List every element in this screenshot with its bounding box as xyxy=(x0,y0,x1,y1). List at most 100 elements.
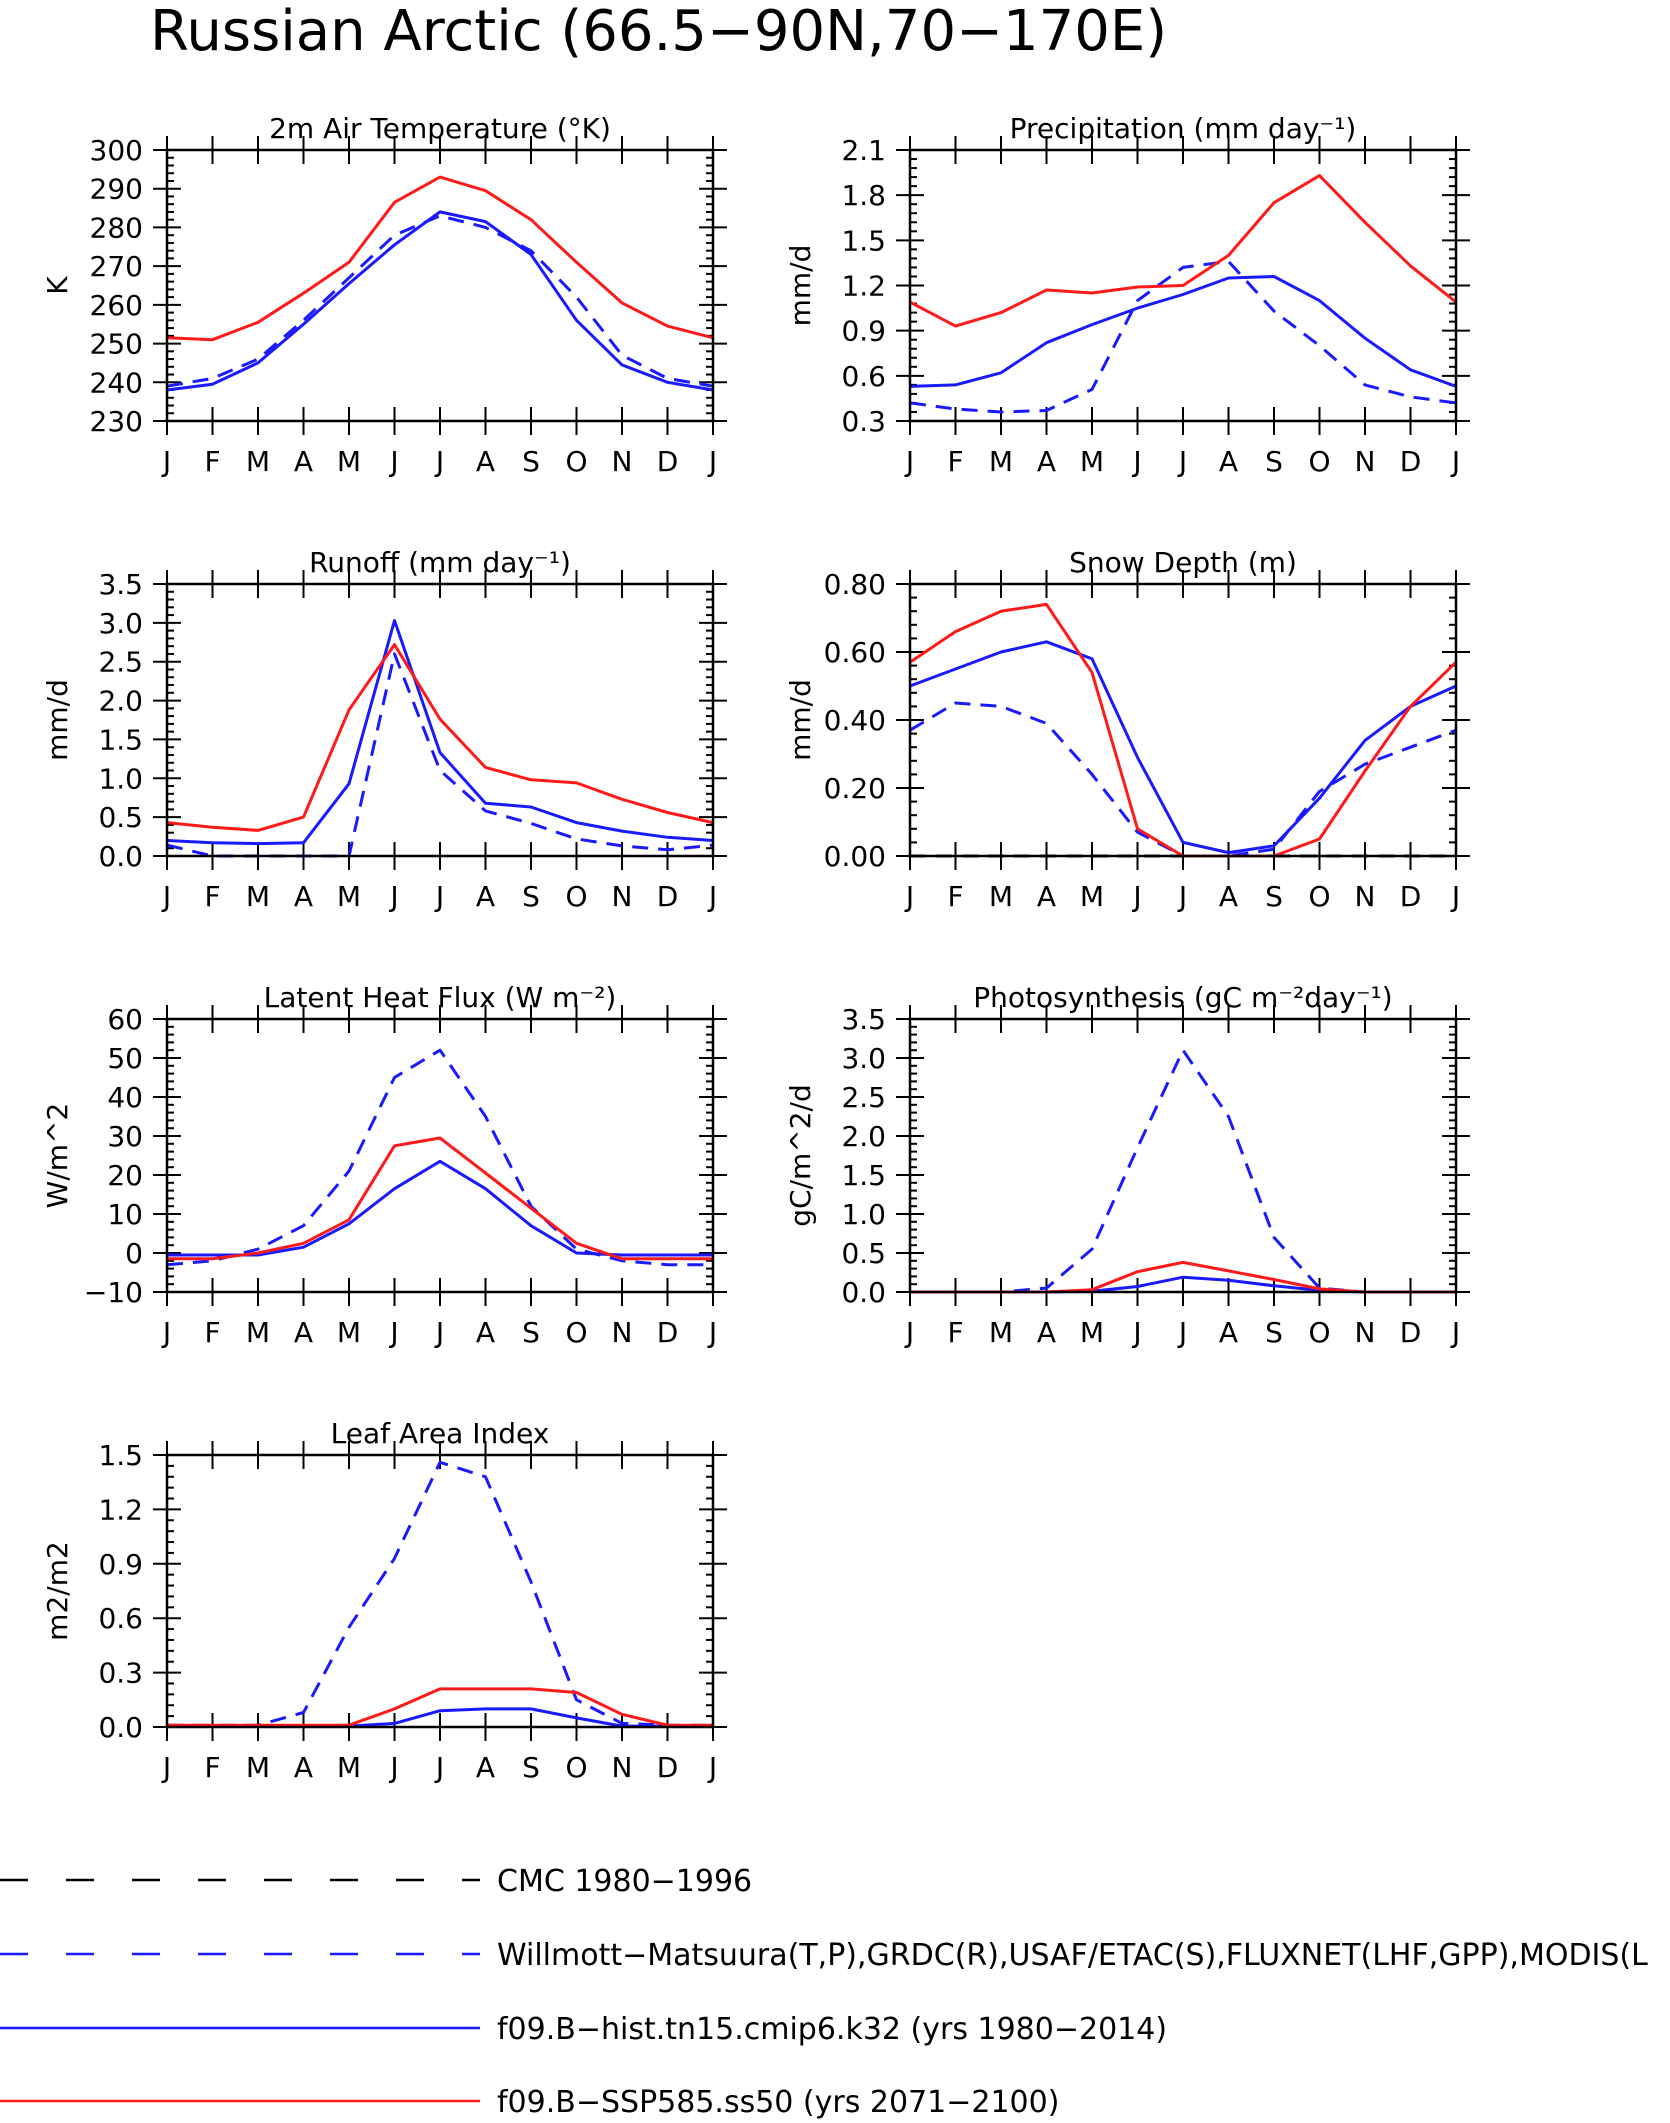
plot-frame xyxy=(165,1453,715,1729)
x-tick-label: O xyxy=(565,1316,587,1349)
x-tick-label: D xyxy=(657,445,679,478)
chart-panel-6: Photosynthesis (gC m⁻²day⁻¹)gC/m^2/d0.00… xyxy=(784,981,1470,1349)
y-tick-label: 0.5 xyxy=(98,801,143,834)
x-tick-label: M xyxy=(246,445,270,478)
x-tick-label: D xyxy=(1400,1316,1422,1349)
y-tick-label: 270 xyxy=(90,250,143,283)
x-tick-label: A xyxy=(1219,445,1238,478)
x-tick-label: M xyxy=(1080,1316,1104,1349)
x-tick-label: F xyxy=(204,880,220,913)
y-tick-label: 3.5 xyxy=(98,568,143,601)
plot-frame xyxy=(908,1017,1458,1294)
x-tick-label: J xyxy=(1450,1316,1460,1349)
panels-group: 2m Air Temperature (°K)K2302402502602702… xyxy=(41,112,1470,1784)
x-tick-label: N xyxy=(612,445,633,478)
chart-panel-1: 2m Air Temperature (°K)K2302402502602702… xyxy=(41,112,727,478)
x-tick-label: M xyxy=(337,1751,361,1784)
x-tick-label: S xyxy=(1265,1316,1283,1349)
x-tick-label: J xyxy=(434,1751,444,1784)
y-tick-label: 300 xyxy=(90,134,143,167)
y-tick-label: 0.20 xyxy=(824,772,886,805)
x-tick-label: J xyxy=(707,880,717,913)
y-tick-label: 0.00 xyxy=(824,840,886,873)
y-tick-label: 0.0 xyxy=(98,1711,143,1744)
x-tick-label: M xyxy=(989,445,1013,478)
x-tick-label: J xyxy=(161,880,171,913)
chart-panel-5: Latent Heat Flux (W m⁻²)W/m^2−1001020304… xyxy=(41,981,727,1349)
series-line-2 xyxy=(167,1159,713,1257)
x-tick-label: J xyxy=(1450,445,1460,478)
x-tick-label: J xyxy=(388,1751,398,1784)
x-tick-label: A xyxy=(476,1316,495,1349)
y-tick-label: 1.8 xyxy=(841,179,886,212)
x-tick-label: D xyxy=(657,1316,679,1349)
series-line-3 xyxy=(166,643,714,832)
series-line-2 xyxy=(166,619,714,846)
y-tick-label: 1.0 xyxy=(98,762,143,795)
x-tick-label: A xyxy=(294,1751,313,1784)
y-axis-label: gC/m^2/d xyxy=(784,1084,817,1227)
y-tick-label: 280 xyxy=(90,211,143,244)
x-tick-label: S xyxy=(522,1751,540,1784)
x-tick-label: J xyxy=(707,1751,717,1784)
figure-title: Russian Arctic (66.5−90N,70−170E) xyxy=(150,0,1167,64)
y-tick-label: 1.5 xyxy=(841,1159,886,1192)
x-tick-label: O xyxy=(1308,445,1330,478)
series-line-1 xyxy=(909,259,1457,414)
x-tick-label: J xyxy=(904,445,914,478)
legend-label-1: CMC 1980−1996 xyxy=(497,1864,752,1899)
series-line-1 xyxy=(167,1460,713,1727)
x-tick-label: S xyxy=(522,880,540,913)
series-line-1 xyxy=(166,652,714,858)
series-line-3 xyxy=(167,1136,713,1261)
plot-frame xyxy=(165,148,715,423)
y-tick-label: 2.0 xyxy=(841,1120,886,1153)
x-tick-label: D xyxy=(1400,880,1422,913)
series-line-1 xyxy=(910,1048,1456,1294)
y-tick-label: 2.5 xyxy=(98,646,143,679)
x-tick-label: O xyxy=(565,1751,587,1784)
x-tick-label: J xyxy=(1131,445,1141,478)
y-axis-label: m2/m2 xyxy=(41,1541,74,1641)
y-tick-label: 230 xyxy=(90,405,143,438)
x-tick-label: D xyxy=(657,1751,679,1784)
y-axis-label: W/m^2 xyxy=(41,1103,74,1209)
series-line-1 xyxy=(166,1048,713,1267)
y-tick-label: 1.5 xyxy=(841,224,886,257)
series-line-3 xyxy=(909,174,1457,328)
y-tick-label: 250 xyxy=(90,328,143,361)
x-tick-label: N xyxy=(1355,880,1376,913)
x-tick-label: A xyxy=(294,880,313,913)
y-tick-label: 2.1 xyxy=(841,134,886,167)
x-tick-label: J xyxy=(1177,880,1187,913)
series-line-1 xyxy=(166,214,714,388)
x-tick-label: M xyxy=(246,1316,270,1349)
y-tick-label: 0.3 xyxy=(841,405,886,438)
x-tick-label: M xyxy=(1080,445,1104,478)
y-tick-label: 1.2 xyxy=(841,270,886,303)
x-tick-label: M xyxy=(246,880,270,913)
y-tick-label: 1.5 xyxy=(98,1439,143,1472)
x-tick-label: A xyxy=(294,445,313,478)
y-tick-label: 3.0 xyxy=(98,607,143,640)
series-line-4 xyxy=(909,602,1458,858)
y-tick-label: 30 xyxy=(107,1120,143,1153)
x-tick-label: A xyxy=(476,1751,495,1784)
y-tick-label: 3.5 xyxy=(841,1003,886,1036)
x-tick-label: J xyxy=(904,880,914,913)
y-tick-label: 0.9 xyxy=(98,1548,143,1581)
x-tick-label: J xyxy=(904,1316,914,1349)
x-tick-label: J xyxy=(434,1316,444,1349)
y-tick-label: 0.0 xyxy=(841,1276,886,1309)
series-line-2 xyxy=(909,701,1457,858)
x-tick-label: N xyxy=(1355,445,1376,478)
x-tick-label: S xyxy=(522,445,540,478)
x-tick-label: S xyxy=(522,1316,540,1349)
x-tick-label: M xyxy=(1080,880,1104,913)
series-line-3 xyxy=(167,1687,713,1727)
x-tick-label: J xyxy=(707,1316,717,1349)
x-tick-label: N xyxy=(612,880,633,913)
plot-frame xyxy=(908,148,1458,423)
series-line-2 xyxy=(166,210,714,392)
x-tick-label: J xyxy=(161,1316,171,1349)
